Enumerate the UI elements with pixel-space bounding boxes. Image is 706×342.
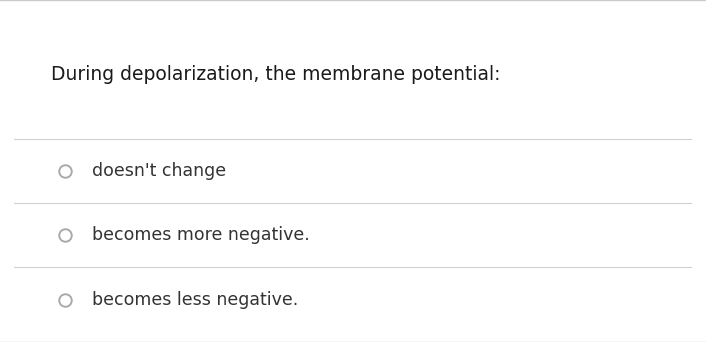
Text: During depolarization, the membrane potential:: During depolarization, the membrane pote…: [52, 65, 501, 84]
Text: becomes less negative.: becomes less negative.: [92, 291, 299, 308]
Text: becomes more negative.: becomes more negative.: [92, 226, 310, 244]
Text: doesn't change: doesn't change: [92, 162, 226, 180]
